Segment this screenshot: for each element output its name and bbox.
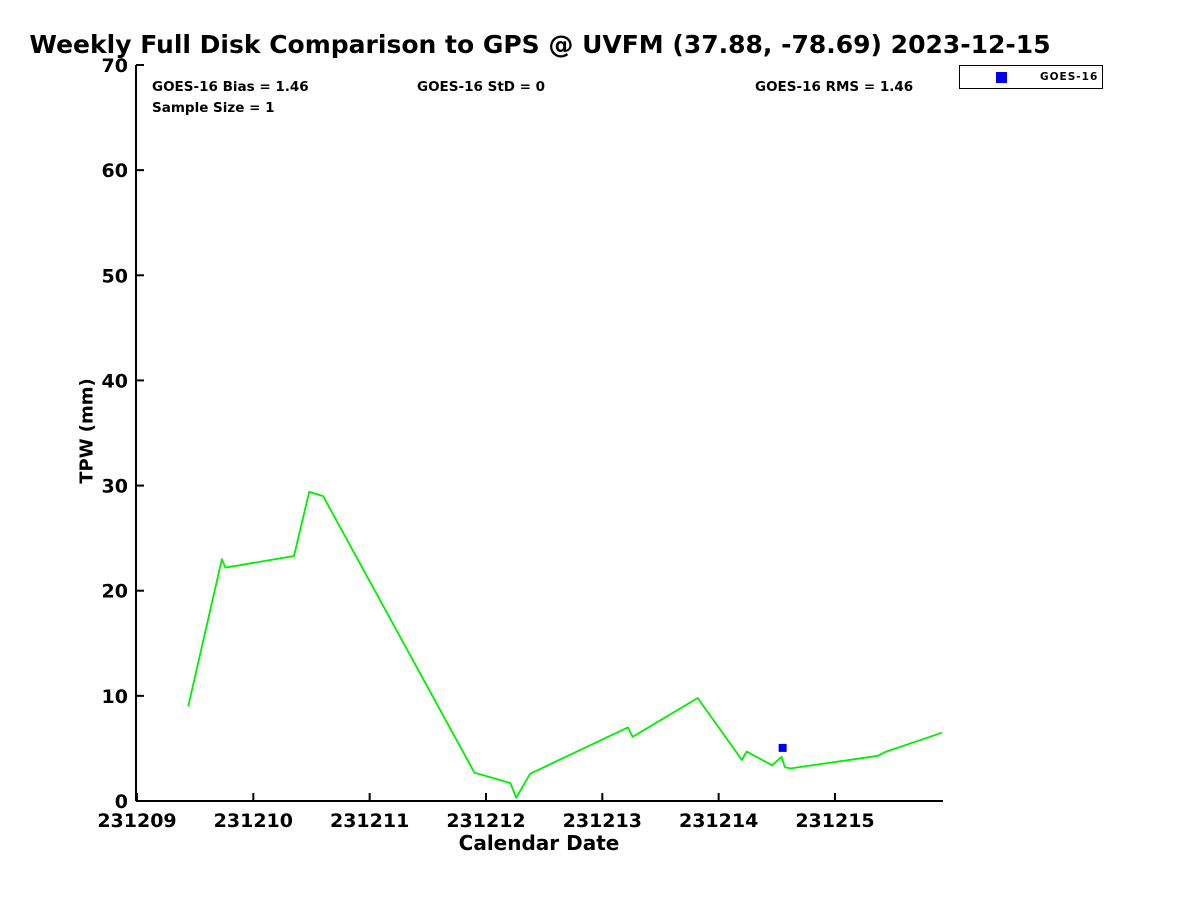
stat-rms-text: GOES-16 RMS = 1.46 <box>755 79 914 95</box>
x-tick-label: 231212 <box>446 810 525 832</box>
chart-title: Weekly Full Disk Comparison to GPS @ UVF… <box>29 30 1051 59</box>
x-tick-label: 231209 <box>97 810 176 832</box>
y-tick-label: 70 <box>102 55 128 77</box>
y-tick-label: 30 <box>102 476 128 498</box>
y-axis-label: TPW (mm) <box>76 378 98 484</box>
goes16-marker-square <box>778 743 787 752</box>
y-tick-label: 40 <box>102 370 128 392</box>
x-tick-label: 231213 <box>563 810 642 832</box>
legend-box: GOES-16 <box>959 65 1103 89</box>
stat-std-text: GOES-16 StD = 0 <box>417 79 546 95</box>
stat-bias-text: GOES-16 Bias = 1.46 <box>152 79 309 95</box>
x-axis-label: Calendar Date <box>458 831 620 855</box>
y-tick-label: 0 <box>115 791 128 813</box>
y-tick-label: 50 <box>102 265 128 287</box>
y-tick-label: 10 <box>102 686 128 708</box>
x-tick-label: 231210 <box>214 810 293 832</box>
legend-marker-square-icon <box>996 71 1007 83</box>
y-tick-label: 20 <box>102 581 128 603</box>
stat-sample-size-text: Sample Size = 1 <box>152 100 275 116</box>
x-tick-label: 231214 <box>679 810 758 832</box>
legend-label: GOES-16 <box>1040 71 1099 83</box>
x-tick-label: 231215 <box>795 810 874 832</box>
y-tick-label: 60 <box>102 160 128 182</box>
gps-line-series <box>187 490 943 799</box>
x-tick-label: 231211 <box>330 810 409 832</box>
